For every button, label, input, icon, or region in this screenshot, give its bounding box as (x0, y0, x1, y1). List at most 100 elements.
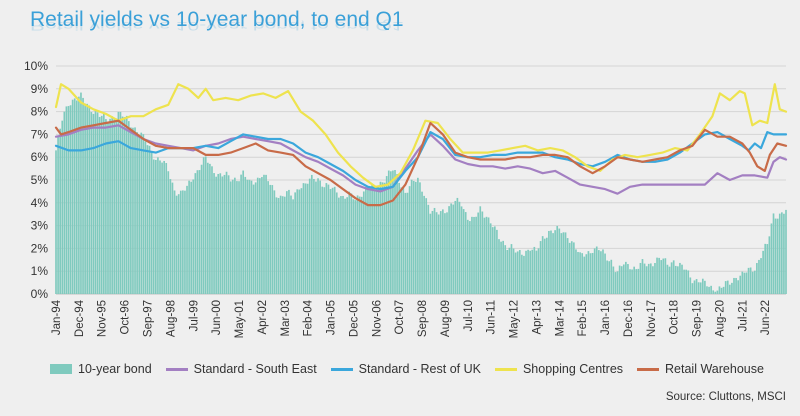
bond-bar (489, 223, 492, 294)
bond-bar (429, 213, 432, 294)
bond-bar (781, 212, 783, 294)
bond-bar (234, 177, 236, 294)
legend-item-10-year-bond: 10-year bond (50, 362, 152, 376)
y-tick-label: 10% (24, 59, 48, 73)
bond-bar (342, 195, 344, 294)
bond-bar (660, 260, 663, 294)
bond-bar (231, 179, 234, 294)
x-tick-label: Nov-17 (646, 300, 658, 337)
bond-bar (735, 277, 737, 294)
bond-bar (645, 266, 648, 294)
bond-bar (774, 218, 777, 294)
bond-bar (562, 232, 565, 294)
bond-bar (656, 257, 658, 294)
legend-label: Standard - Rest of UK (358, 362, 481, 376)
bond-bar (597, 250, 600, 294)
x-tick-label: Sep-08 (417, 300, 429, 337)
bond-bar (155, 159, 157, 294)
bond-bar (760, 258, 762, 294)
bond-bar (448, 206, 450, 294)
bond-bar (150, 151, 153, 294)
bond-bar (78, 96, 80, 295)
bond-bar (331, 187, 334, 294)
bond-bar (683, 269, 685, 294)
bond-bar (606, 260, 608, 294)
bond-bar (204, 156, 207, 294)
bond-bar (333, 186, 336, 294)
bond-bar (67, 106, 70, 294)
y-tick-label: 7% (31, 127, 49, 141)
bond-bar (177, 194, 180, 294)
bond-bar (442, 209, 444, 294)
bond-bar (510, 244, 513, 294)
bond-bar (616, 271, 619, 294)
bond-bar (414, 181, 417, 294)
bond-bar (691, 283, 694, 294)
bond-bar (402, 187, 405, 294)
bond-bar (662, 258, 665, 294)
x-tick-label: Apr-13 (531, 300, 543, 335)
bond-bar (579, 252, 581, 294)
bond-bar (236, 181, 238, 294)
legend-item-retail-warehouse: Retail Warehouse (637, 362, 764, 376)
bond-bar (198, 170, 201, 294)
bond-bar (319, 180, 321, 294)
bond-bar (146, 145, 149, 294)
bond-bar (508, 247, 511, 294)
bond-bar (71, 99, 74, 295)
bond-bar (475, 216, 477, 294)
bond-bar (649, 263, 652, 294)
bond-bar (286, 191, 288, 294)
bond-bar (188, 180, 190, 294)
bond-bar (306, 183, 309, 294)
x-tick-label: Oct-18 (669, 300, 681, 335)
bond-bar (516, 251, 519, 294)
bond-bar (477, 212, 480, 294)
bond-bar (246, 179, 249, 294)
bond-bar (726, 280, 729, 294)
bond-bar (121, 116, 124, 294)
legend-item-standard-south-east: Standard - South East (165, 362, 317, 376)
bond-bar (144, 141, 147, 294)
bond-bar (238, 181, 240, 294)
x-tick-label: Dec-16 (623, 300, 635, 337)
bond-bar (770, 223, 773, 294)
bond-bar (577, 252, 579, 294)
bond-bar (452, 204, 455, 294)
bond-bar (300, 188, 303, 294)
bond-bar (396, 174, 398, 294)
bond-bar (785, 209, 787, 294)
bond-bar (512, 248, 515, 294)
bond-bar (98, 116, 101, 295)
bond-bar (479, 206, 482, 294)
bond-bar (745, 272, 748, 294)
bond-bar (664, 258, 667, 294)
bond-bar (408, 186, 411, 294)
bond-bar (140, 132, 143, 294)
bond-bar (697, 282, 700, 294)
bond-bar (469, 221, 471, 294)
bond-bar (279, 195, 282, 294)
bond-bar (325, 183, 328, 294)
bond-bar (338, 197, 340, 294)
bond-bar (125, 115, 128, 294)
bond-bar (672, 260, 675, 294)
bond-bar (169, 179, 172, 294)
bond-bar (751, 271, 754, 294)
bond-bar (548, 230, 550, 294)
legend-label: 10-year bond (78, 362, 152, 376)
bond-bar (123, 117, 126, 294)
legend-swatch-bond (50, 364, 72, 374)
bond-bar (200, 164, 203, 294)
bond-bar (466, 219, 469, 294)
bond-bar (431, 210, 434, 294)
bond-bar (265, 174, 267, 294)
bond-bar (263, 174, 265, 294)
bond-bar (69, 105, 72, 294)
bond-bar (75, 100, 78, 294)
bond-bar (275, 197, 278, 294)
bond-bar (317, 178, 319, 294)
bond-bar (491, 227, 494, 294)
bond-bar (221, 176, 224, 294)
